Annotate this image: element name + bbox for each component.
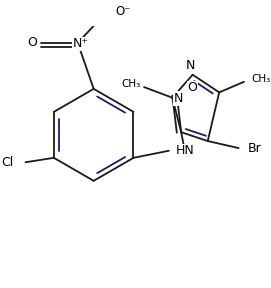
Text: N: N	[174, 92, 183, 105]
Text: O: O	[187, 82, 197, 94]
Text: N: N	[185, 59, 195, 72]
Text: N⁺: N⁺	[72, 37, 88, 50]
Text: Br: Br	[247, 142, 261, 155]
Text: O⁻: O⁻	[115, 5, 130, 18]
Text: O: O	[27, 36, 37, 50]
Text: Cl: Cl	[1, 156, 13, 169]
Text: HN: HN	[176, 144, 195, 157]
Text: CH₃: CH₃	[251, 74, 270, 84]
Text: CH₃: CH₃	[121, 79, 141, 90]
